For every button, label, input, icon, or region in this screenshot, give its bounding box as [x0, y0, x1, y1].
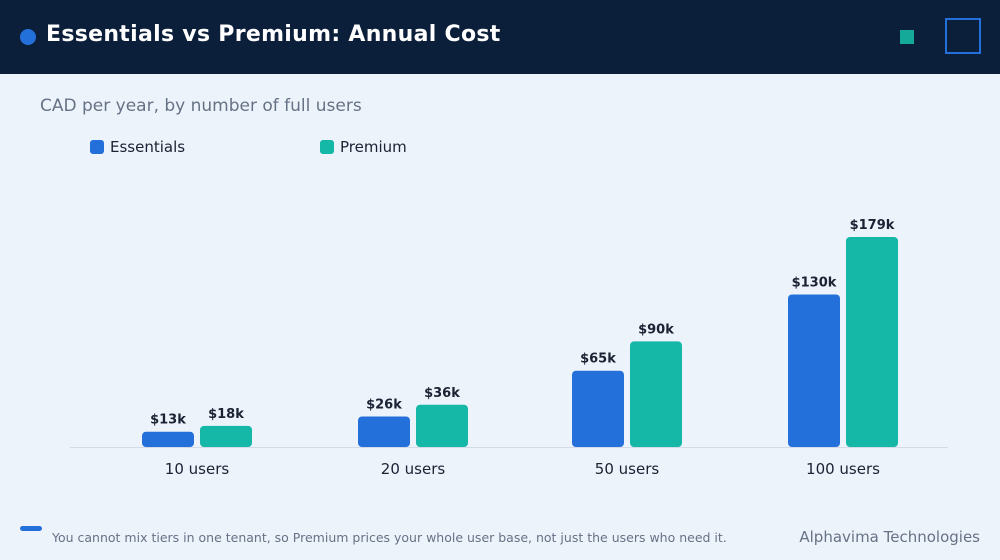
outline-square-icon	[945, 18, 981, 54]
bar-essentials-2	[572, 370, 624, 447]
bar-premium-3	[846, 237, 898, 447]
x-tick-label-0: 10 users	[165, 460, 230, 478]
legend-item-essentials: Essentials	[90, 138, 185, 156]
footer-accent-bar	[20, 526, 42, 531]
data-label-essentials-3: $130k	[792, 275, 837, 290]
data-label-essentials-1: $26k	[366, 397, 402, 412]
legend-label-essentials: Essentials	[110, 138, 186, 156]
legend-label-premium: Premium	[340, 138, 407, 156]
x-tick-label-1: 20 users	[381, 460, 446, 478]
bar-essentials-3	[788, 294, 840, 447]
header-bar: Essentials vs Premium: Annual Cost	[0, 0, 1000, 74]
bar-essentials-0	[142, 431, 194, 447]
header-dot-icon	[20, 29, 36, 45]
footer-note: You cannot mix tiers in one tenant, so P…	[52, 530, 727, 545]
legend-item-premium: Premium	[320, 138, 407, 156]
footer-brand: Alphavima Technologies	[799, 528, 980, 546]
data-label-essentials-0: $13k	[150, 413, 186, 428]
x-tick-label-2: 50 users	[595, 460, 660, 478]
data-label-premium-2: $90k	[638, 322, 674, 337]
x-tick-label-3: 100 users	[806, 460, 880, 478]
data-label-essentials-2: $65k	[580, 352, 616, 367]
bar-essentials-1	[358, 416, 410, 447]
bar-premium-1	[416, 404, 468, 447]
chart-subtitle: CAD per year, by number of full users	[40, 96, 362, 116]
bar-premium-0	[200, 425, 252, 447]
bar-premium-2	[630, 341, 682, 447]
legend-swatch-premium	[320, 140, 334, 154]
teal-square-icon	[900, 30, 914, 44]
page-title: Essentials vs Premium: Annual Cost	[46, 22, 501, 47]
data-label-premium-3: $179k	[850, 218, 895, 233]
legend-swatch-essentials	[90, 140, 104, 154]
data-label-premium-1: $36k	[424, 386, 460, 401]
data-label-premium-0: $18k	[208, 407, 244, 422]
